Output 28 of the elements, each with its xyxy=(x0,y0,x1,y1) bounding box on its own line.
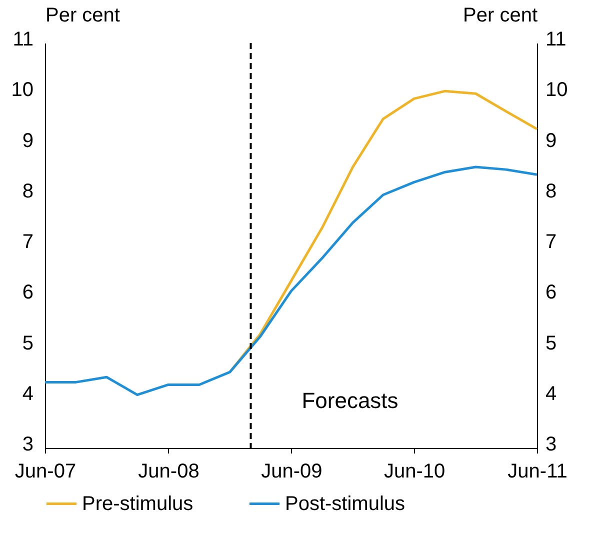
y-axis-title: Per cent xyxy=(46,4,120,26)
y2-tick-label: 10 xyxy=(546,79,568,102)
y2-tick-label: 4 xyxy=(546,382,557,405)
y2-tick-label: 11 xyxy=(546,28,566,50)
y2-tick-label: 5 xyxy=(546,332,557,354)
y2-axis-title: Per cent xyxy=(463,4,538,26)
legend-label: Pre-stimulus xyxy=(82,492,194,515)
legend-label: Post-stimulus xyxy=(285,492,406,515)
y-tick-label: 6 xyxy=(22,282,34,304)
y2-tick-label: 9 xyxy=(546,130,557,152)
y2-tick-label: 7 xyxy=(546,231,557,253)
y-tick-label: 5 xyxy=(22,332,34,354)
y-tick-label: 3 xyxy=(22,434,34,456)
y2-tick-label: 6 xyxy=(546,282,557,304)
x-tick-label: Jun-11 xyxy=(508,460,568,482)
x-tick-label: Jun-10 xyxy=(384,460,446,482)
y-tick-label: 8 xyxy=(22,180,34,202)
x-tick-label: Jun-09 xyxy=(261,460,322,482)
y-tick-label: 10 xyxy=(11,79,34,102)
x-tick-label: Jun-08 xyxy=(138,460,200,482)
y2-tick-label: 8 xyxy=(546,180,557,202)
y-tick-label: 4 xyxy=(22,382,34,405)
x-tick-label: Jun-07 xyxy=(14,460,76,482)
y2-tick-label: 3 xyxy=(546,434,557,456)
y-tick-label: 7 xyxy=(22,231,34,253)
y-tick-label: 11 xyxy=(12,28,34,50)
annotation: Forecasts xyxy=(302,388,398,413)
y-tick-label: 9 xyxy=(22,130,34,152)
